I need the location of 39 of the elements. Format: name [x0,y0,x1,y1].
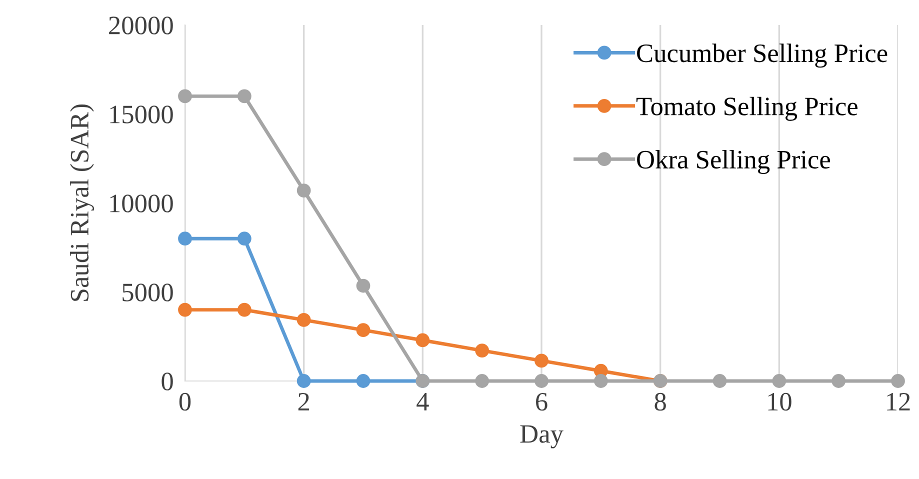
y-tick-label: 10000 [110,194,173,212]
point [891,374,905,388]
point [296,184,311,198]
point [356,278,370,293]
point [356,374,370,388]
point [296,374,311,388]
point [416,333,430,348]
point [178,302,192,317]
x-tick-label: 10 [768,392,792,411]
point [237,232,252,246]
x-tick-label: 12 [887,392,910,410]
point [178,89,192,104]
point [296,313,311,327]
point [475,344,490,358]
x-tick-label: 6 [536,392,548,411]
y-tick-label: 5000 [122,284,173,302]
y-tick-label: 20000 [109,16,173,34]
y-tick-label: 15000 [110,106,173,124]
point [237,89,252,104]
point [534,354,548,368]
point [237,302,252,317]
point [772,374,786,388]
point [356,323,370,338]
x-tick-label: 4 [416,393,429,410]
x-tick-label: 8 [654,392,666,411]
point [594,374,608,388]
legend-label: Tomato Selling Price [636,96,858,121]
legend-label: Cucumber Selling Price [637,44,888,68]
y-axis-title: Saudi Riyal (SAR) [70,104,94,301]
point [178,232,192,246]
point [475,374,490,388]
x-tick-label: 0 [179,392,191,411]
x-tick-label: 2 [298,392,309,410]
y-tick-label: 0 [162,372,173,390]
x-axis-title: Day [520,425,564,448]
point [832,374,846,388]
point [534,374,548,388]
legend-label: Okra Selling Price [637,150,830,174]
point [712,374,727,388]
